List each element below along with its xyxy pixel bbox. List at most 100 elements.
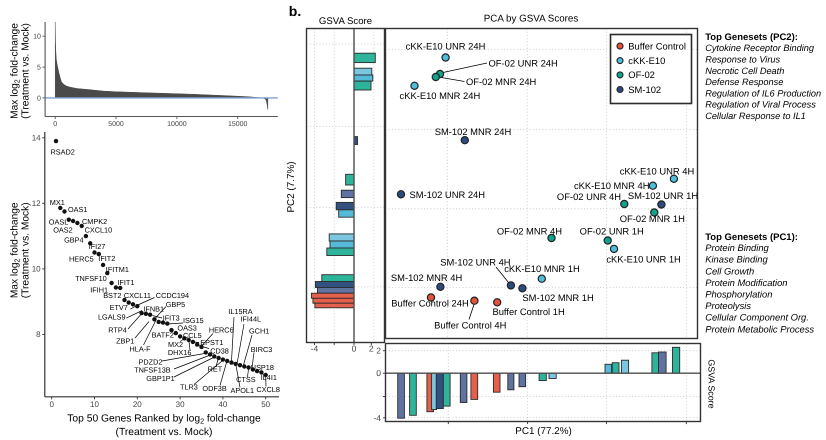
svg-text:OASL: OASL (49, 218, 68, 227)
svg-text:IL15RA: IL15RA (228, 307, 252, 316)
svg-text:Buffer Control 24H: Buffer Control 24H (391, 297, 468, 308)
svg-text:Protein Modification: Protein Modification (705, 277, 787, 288)
svg-text:Kinase Binding: Kinase Binding (705, 254, 768, 265)
svg-text:Regulation of Viral Process: Regulation of Viral Process (705, 100, 816, 110)
svg-text:Max log2 fold-change: Max log2 fold-change (10, 202, 22, 298)
svg-text:(Treatment vs. Mock): (Treatment vs. Mock) (21, 23, 32, 119)
svg-text:PDZD2: PDZD2 (139, 358, 163, 367)
svg-text:Cellular Response to IL1: Cellular Response to IL1 (705, 111, 806, 121)
svg-text:OF-02 UNR 4H: OF-02 UNR 4H (557, 191, 621, 202)
svg-text:Top 50 Genes Ranked by log2 fo: Top 50 Genes Ranked by log2 fold-change (67, 414, 261, 426)
svg-text:0: 0 (376, 368, 381, 378)
svg-text:cKK-E10 MNR 1H: cKK-E10 MNR 1H (504, 263, 580, 274)
svg-text:GBP1P1: GBP1P1 (146, 374, 174, 383)
svg-text:OAS3: OAS3 (177, 323, 196, 332)
svg-text:OF-02 MNR 4H: OF-02 MNR 4H (497, 225, 562, 236)
svg-text:2: 2 (376, 346, 381, 356)
svg-text:Buffer Control 4H: Buffer Control 4H (434, 320, 506, 331)
svg-text:SM-102: SM-102 (628, 84, 661, 95)
svg-text:Top Genesets (PC2):: Top Genesets (PC2): (705, 32, 798, 43)
svg-text:Cell Growth: Cell Growth (705, 265, 754, 276)
svg-text:SM-102 UNR 24H: SM-102 UNR 24H (410, 189, 486, 200)
svg-text:IFIH1: IFIH1 (90, 285, 108, 294)
svg-text:0: 0 (352, 344, 357, 354)
svg-text:Phosphorylation: Phosphorylation (705, 289, 772, 300)
svg-text:OF-02 MNR 1H: OF-02 MNR 1H (620, 213, 685, 224)
svg-text:CMPK2: CMPK2 (82, 217, 107, 226)
svg-text:CXCL11: CXCL11 (124, 291, 151, 300)
svg-text:8: 8 (36, 330, 41, 339)
svg-text:IL4I1: IL4I1 (261, 373, 277, 382)
svg-text:CXCL8: CXCL8 (256, 385, 280, 394)
svg-text:GBP4: GBP4 (64, 236, 83, 245)
svg-text:Protein Metabolic Process: Protein Metabolic Process (705, 323, 814, 334)
svg-text:IFITM1: IFITM1 (106, 265, 129, 274)
svg-text:IFIT3: IFIT3 (163, 314, 180, 323)
svg-text:ZBP1: ZBP1 (116, 336, 134, 345)
svg-text:OF-02 UNR 24H: OF-02 UNR 24H (489, 57, 558, 68)
svg-text:USP18: USP18 (251, 363, 274, 372)
svg-text:Cytokine Receptor Binding: Cytokine Receptor Binding (705, 43, 815, 53)
svg-text:PC2 (7.7%): PC2 (7.7%) (286, 161, 297, 212)
svg-text:cKK-E10 UNR 4H: cKK-E10 UNR 4H (620, 165, 695, 176)
svg-text:MX1: MX1 (50, 198, 65, 207)
svg-text:Cellular Component Org.: Cellular Component Org. (705, 312, 809, 323)
svg-text:Protein Binding: Protein Binding (705, 242, 769, 253)
svg-text:OAS1: OAS1 (68, 205, 87, 214)
svg-text:SM-102 UNR 1H: SM-102 UNR 1H (628, 190, 698, 201)
svg-text:IFI27: IFI27 (89, 242, 106, 251)
svg-text:BIRC3: BIRC3 (251, 345, 272, 354)
svg-text:0: 0 (53, 121, 57, 128)
svg-text:30: 30 (176, 400, 185, 409)
svg-text:HERC6: HERC6 (209, 326, 234, 335)
svg-text:RET: RET (208, 365, 223, 374)
svg-text:Necrotic Cell Death: Necrotic Cell Death (705, 66, 784, 76)
svg-text:BST2: BST2 (103, 291, 121, 300)
svg-text:10: 10 (33, 34, 41, 41)
svg-text:10: 10 (90, 400, 99, 409)
svg-text:40: 40 (218, 400, 227, 409)
svg-text:b.: b. (289, 3, 301, 19)
svg-text:HERC5: HERC5 (69, 254, 94, 263)
svg-text:0: 0 (37, 95, 41, 102)
svg-text:5: 5 (37, 65, 41, 72)
svg-text:cKK-E10 UNR 1H: cKK-E10 UNR 1H (606, 254, 681, 265)
svg-text:MX2: MX2 (168, 340, 183, 349)
svg-text:DHX16: DHX16 (168, 348, 192, 357)
svg-text:Buffer Control: Buffer Control (628, 40, 686, 51)
svg-text:LGALS9: LGALS9 (98, 313, 126, 322)
svg-text:RSAD2: RSAD2 (51, 148, 75, 157)
svg-text:10000: 10000 (167, 121, 187, 128)
svg-text:Defense Response: Defense Response (705, 77, 783, 87)
svg-text:APOL1: APOL1 (231, 386, 255, 395)
svg-text:SM-102 MNR 4H: SM-102 MNR 4H (391, 272, 462, 283)
svg-text:(Treatment vs. Mock): (Treatment vs. Mock) (21, 202, 32, 298)
svg-text:5000: 5000 (108, 121, 124, 128)
svg-text:HLA-F: HLA-F (130, 345, 152, 354)
svg-text:SM-102 UNR 4H: SM-102 UNR 4H (440, 257, 510, 268)
svg-text:IFIT1: IFIT1 (117, 278, 134, 287)
svg-text:OF-02 MNR 24H: OF-02 MNR 24H (466, 76, 536, 87)
svg-text:cKK-E10 UNR 24H: cKK-E10 UNR 24H (406, 41, 486, 52)
svg-text:PCA by GSVA Scores: PCA by GSVA Scores (484, 14, 579, 25)
svg-text:14: 14 (32, 134, 41, 143)
svg-text:GSVA Score: GSVA Score (319, 16, 372, 27)
svg-text:IFI44L: IFI44L (240, 315, 261, 324)
svg-text:ODF3B: ODF3B (202, 384, 226, 393)
svg-text:OF-02: OF-02 (628, 69, 655, 80)
svg-text:-4: -4 (311, 344, 319, 354)
svg-text:CXCL10: CXCL10 (85, 225, 113, 234)
svg-text:RTP4: RTP4 (108, 326, 127, 335)
svg-text:cKK-E10 MNR 4H: cKK-E10 MNR 4H (574, 180, 650, 191)
svg-text:12: 12 (32, 199, 41, 208)
svg-text:Buffer Control 1H: Buffer Control 1H (492, 306, 564, 317)
svg-text:15000: 15000 (228, 121, 248, 128)
svg-text:Response to Virus: Response to Virus (705, 55, 780, 65)
svg-text:SM-102 MNR 1H: SM-102 MNR 1H (522, 292, 593, 303)
svg-text:PC1 (77.2%): PC1 (77.2%) (515, 426, 572, 437)
svg-text:EPST1: EPST1 (200, 338, 223, 347)
svg-text:CCL5: CCL5 (183, 331, 202, 340)
svg-text:SM-102 MNR 24H: SM-102 MNR 24H (435, 126, 512, 137)
svg-text:TNFSF10: TNFSF10 (75, 274, 107, 283)
svg-text:(Treatment vs. Mock): (Treatment vs. Mock) (116, 427, 213, 438)
